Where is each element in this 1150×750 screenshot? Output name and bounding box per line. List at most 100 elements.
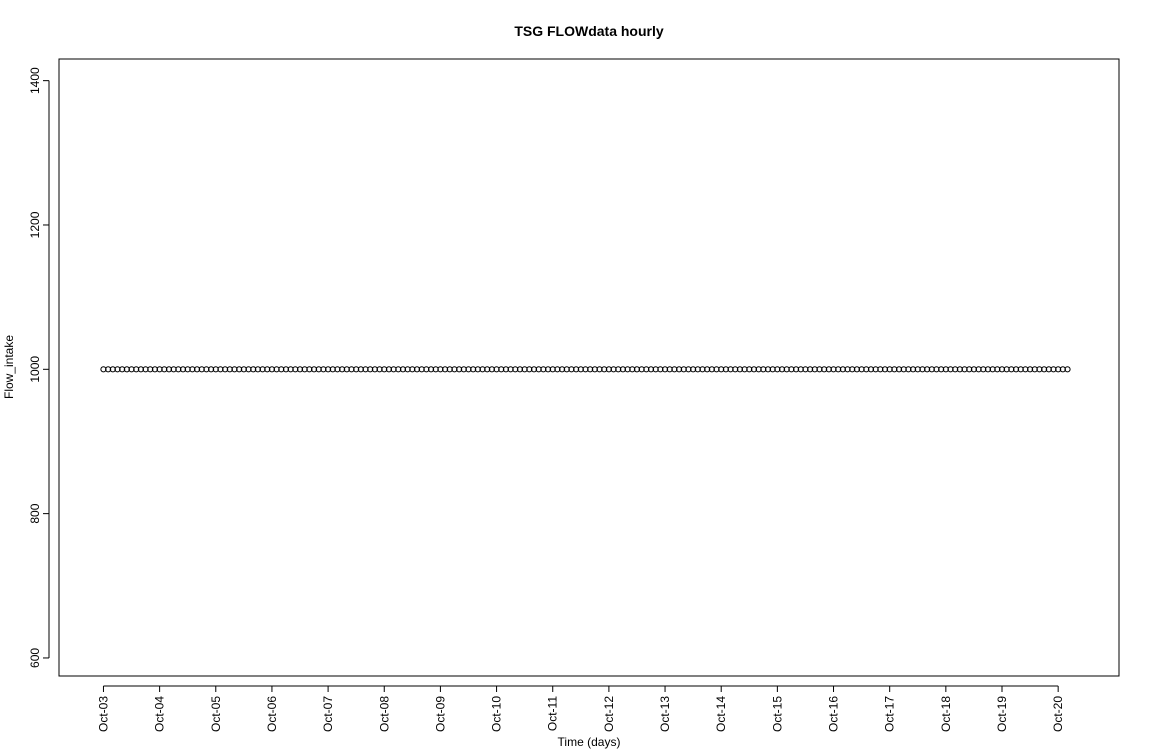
- data-point: [512, 366, 519, 373]
- data-point: [236, 366, 243, 373]
- data-point: [713, 366, 720, 373]
- x-tick-label: Oct-16: [827, 696, 841, 732]
- data-point: [919, 366, 926, 373]
- data-point: [105, 366, 112, 373]
- data-point: [544, 366, 552, 373]
- data-point: [750, 366, 758, 373]
- data-point: [872, 366, 879, 373]
- data-point: [310, 366, 318, 373]
- data-point: [226, 366, 233, 373]
- data-point: [643, 366, 650, 373]
- data-point: [797, 366, 804, 373]
- data-point: [900, 366, 907, 373]
- data-point: [278, 366, 285, 373]
- data-point: [264, 366, 271, 373]
- data-point: [423, 366, 430, 373]
- plot-area-frame: [58, 58, 1120, 677]
- data-point: [133, 366, 140, 373]
- data-point: [769, 366, 776, 373]
- data-point: [339, 366, 346, 373]
- data-point: [830, 366, 837, 373]
- data-point: [1017, 366, 1024, 373]
- data-point: [1022, 366, 1029, 373]
- data-point: [718, 366, 725, 373]
- data-point: [563, 366, 570, 373]
- data-point: [582, 366, 589, 373]
- data-point: [474, 366, 481, 373]
- data-point: [198, 366, 205, 373]
- data-point: [488, 366, 495, 373]
- data-point: [334, 366, 341, 373]
- data-point: [975, 366, 982, 373]
- data-point: [530, 366, 538, 373]
- data-point: [156, 366, 163, 373]
- data-point: [324, 366, 332, 373]
- data-point: [470, 366, 477, 373]
- data-point: [924, 366, 931, 373]
- data-point: [881, 366, 889, 373]
- data-point: [863, 366, 870, 373]
- data-point: [222, 366, 229, 373]
- data-point: [100, 366, 107, 373]
- data-point: [161, 366, 168, 373]
- data-point: [427, 366, 435, 373]
- data-point: [909, 366, 917, 373]
- x-tick-label: Oct-10: [490, 696, 504, 732]
- data-point: [367, 366, 374, 373]
- data-point: [675, 366, 683, 373]
- data-point: [413, 366, 421, 373]
- data-point: [994, 366, 1001, 373]
- data-point: [835, 366, 842, 373]
- data-point: [610, 366, 617, 373]
- data-point: [273, 366, 280, 373]
- data-point: [858, 366, 865, 373]
- chart-title: TSG FLOWdata hourly: [514, 23, 664, 39]
- x-tick-label: Oct-04: [153, 696, 167, 732]
- data-point: [573, 366, 580, 373]
- data-point: [708, 366, 715, 373]
- data-point: [624, 366, 631, 373]
- data-point: [605, 366, 612, 373]
- data-point: [432, 366, 439, 373]
- data-point: [292, 366, 299, 373]
- data-point: [1036, 366, 1043, 373]
- data-point: [891, 366, 898, 373]
- data-point: [666, 366, 673, 373]
- data-point: [970, 366, 978, 373]
- x-tick-label: Oct-14: [714, 696, 728, 732]
- data-point: [315, 366, 322, 373]
- y-axis-label: Flow_intake: [2, 335, 16, 399]
- data-point: [535, 366, 542, 373]
- data-point: [362, 366, 369, 373]
- data-point: [437, 366, 444, 373]
- data-point: [554, 366, 561, 373]
- data-point: [942, 366, 949, 373]
- data-point: [147, 366, 154, 373]
- data-point: [1064, 366, 1071, 373]
- data-point: [456, 366, 463, 373]
- data-point: [638, 366, 645, 373]
- data-point: [1050, 366, 1057, 373]
- x-tick-label: Oct-18: [939, 696, 953, 732]
- data-point: [938, 366, 945, 373]
- x-tick-label: Oct-06: [265, 696, 279, 732]
- data-point: [502, 366, 510, 373]
- data-point: [816, 366, 823, 373]
- data-point: [886, 366, 893, 373]
- data-point: [1055, 366, 1062, 373]
- data-point: [409, 366, 416, 373]
- data-point: [657, 366, 664, 373]
- data-point: [460, 366, 467, 373]
- data-point: [1041, 366, 1048, 373]
- data-point: [446, 366, 453, 373]
- x-tick-label: Oct-07: [321, 696, 335, 732]
- data-point: [690, 366, 697, 373]
- data-point: [343, 366, 350, 373]
- data-point: [821, 366, 828, 373]
- data-point: [867, 366, 875, 373]
- data-point: [568, 366, 575, 373]
- data-point: [952, 366, 959, 373]
- data-point: [596, 366, 603, 373]
- data-point: [807, 366, 814, 373]
